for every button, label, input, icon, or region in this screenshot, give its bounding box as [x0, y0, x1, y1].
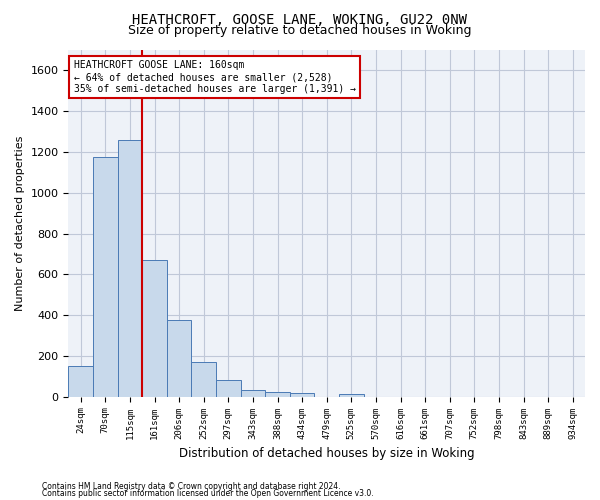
Text: HEATHCROFT GOOSE LANE: 160sqm
← 64% of detached houses are smaller (2,528)
35% o: HEATHCROFT GOOSE LANE: 160sqm ← 64% of d… [74, 60, 356, 94]
Text: Contains public sector information licensed under the Open Government Licence v3: Contains public sector information licen… [42, 489, 374, 498]
Text: HEATHCROFT, GOOSE LANE, WOKING, GU22 0NW: HEATHCROFT, GOOSE LANE, WOKING, GU22 0NW [133, 12, 467, 26]
Bar [241, 390, 265, 396]
Text: Size of property relative to detached houses in Woking: Size of property relative to detached ho… [128, 24, 472, 37]
Y-axis label: Number of detached properties: Number of detached properties [15, 136, 25, 311]
Bar [339, 394, 364, 396]
Bar [191, 362, 216, 396]
Bar [68, 366, 93, 396]
Bar [290, 392, 314, 396]
Bar [142, 260, 167, 396]
Bar [118, 140, 142, 396]
Text: Contains HM Land Registry data © Crown copyright and database right 2024.: Contains HM Land Registry data © Crown c… [42, 482, 341, 491]
Bar [167, 320, 191, 396]
Bar [216, 380, 241, 396]
X-axis label: Distribution of detached houses by size in Woking: Distribution of detached houses by size … [179, 447, 475, 460]
Bar [265, 392, 290, 396]
Bar [93, 157, 118, 396]
